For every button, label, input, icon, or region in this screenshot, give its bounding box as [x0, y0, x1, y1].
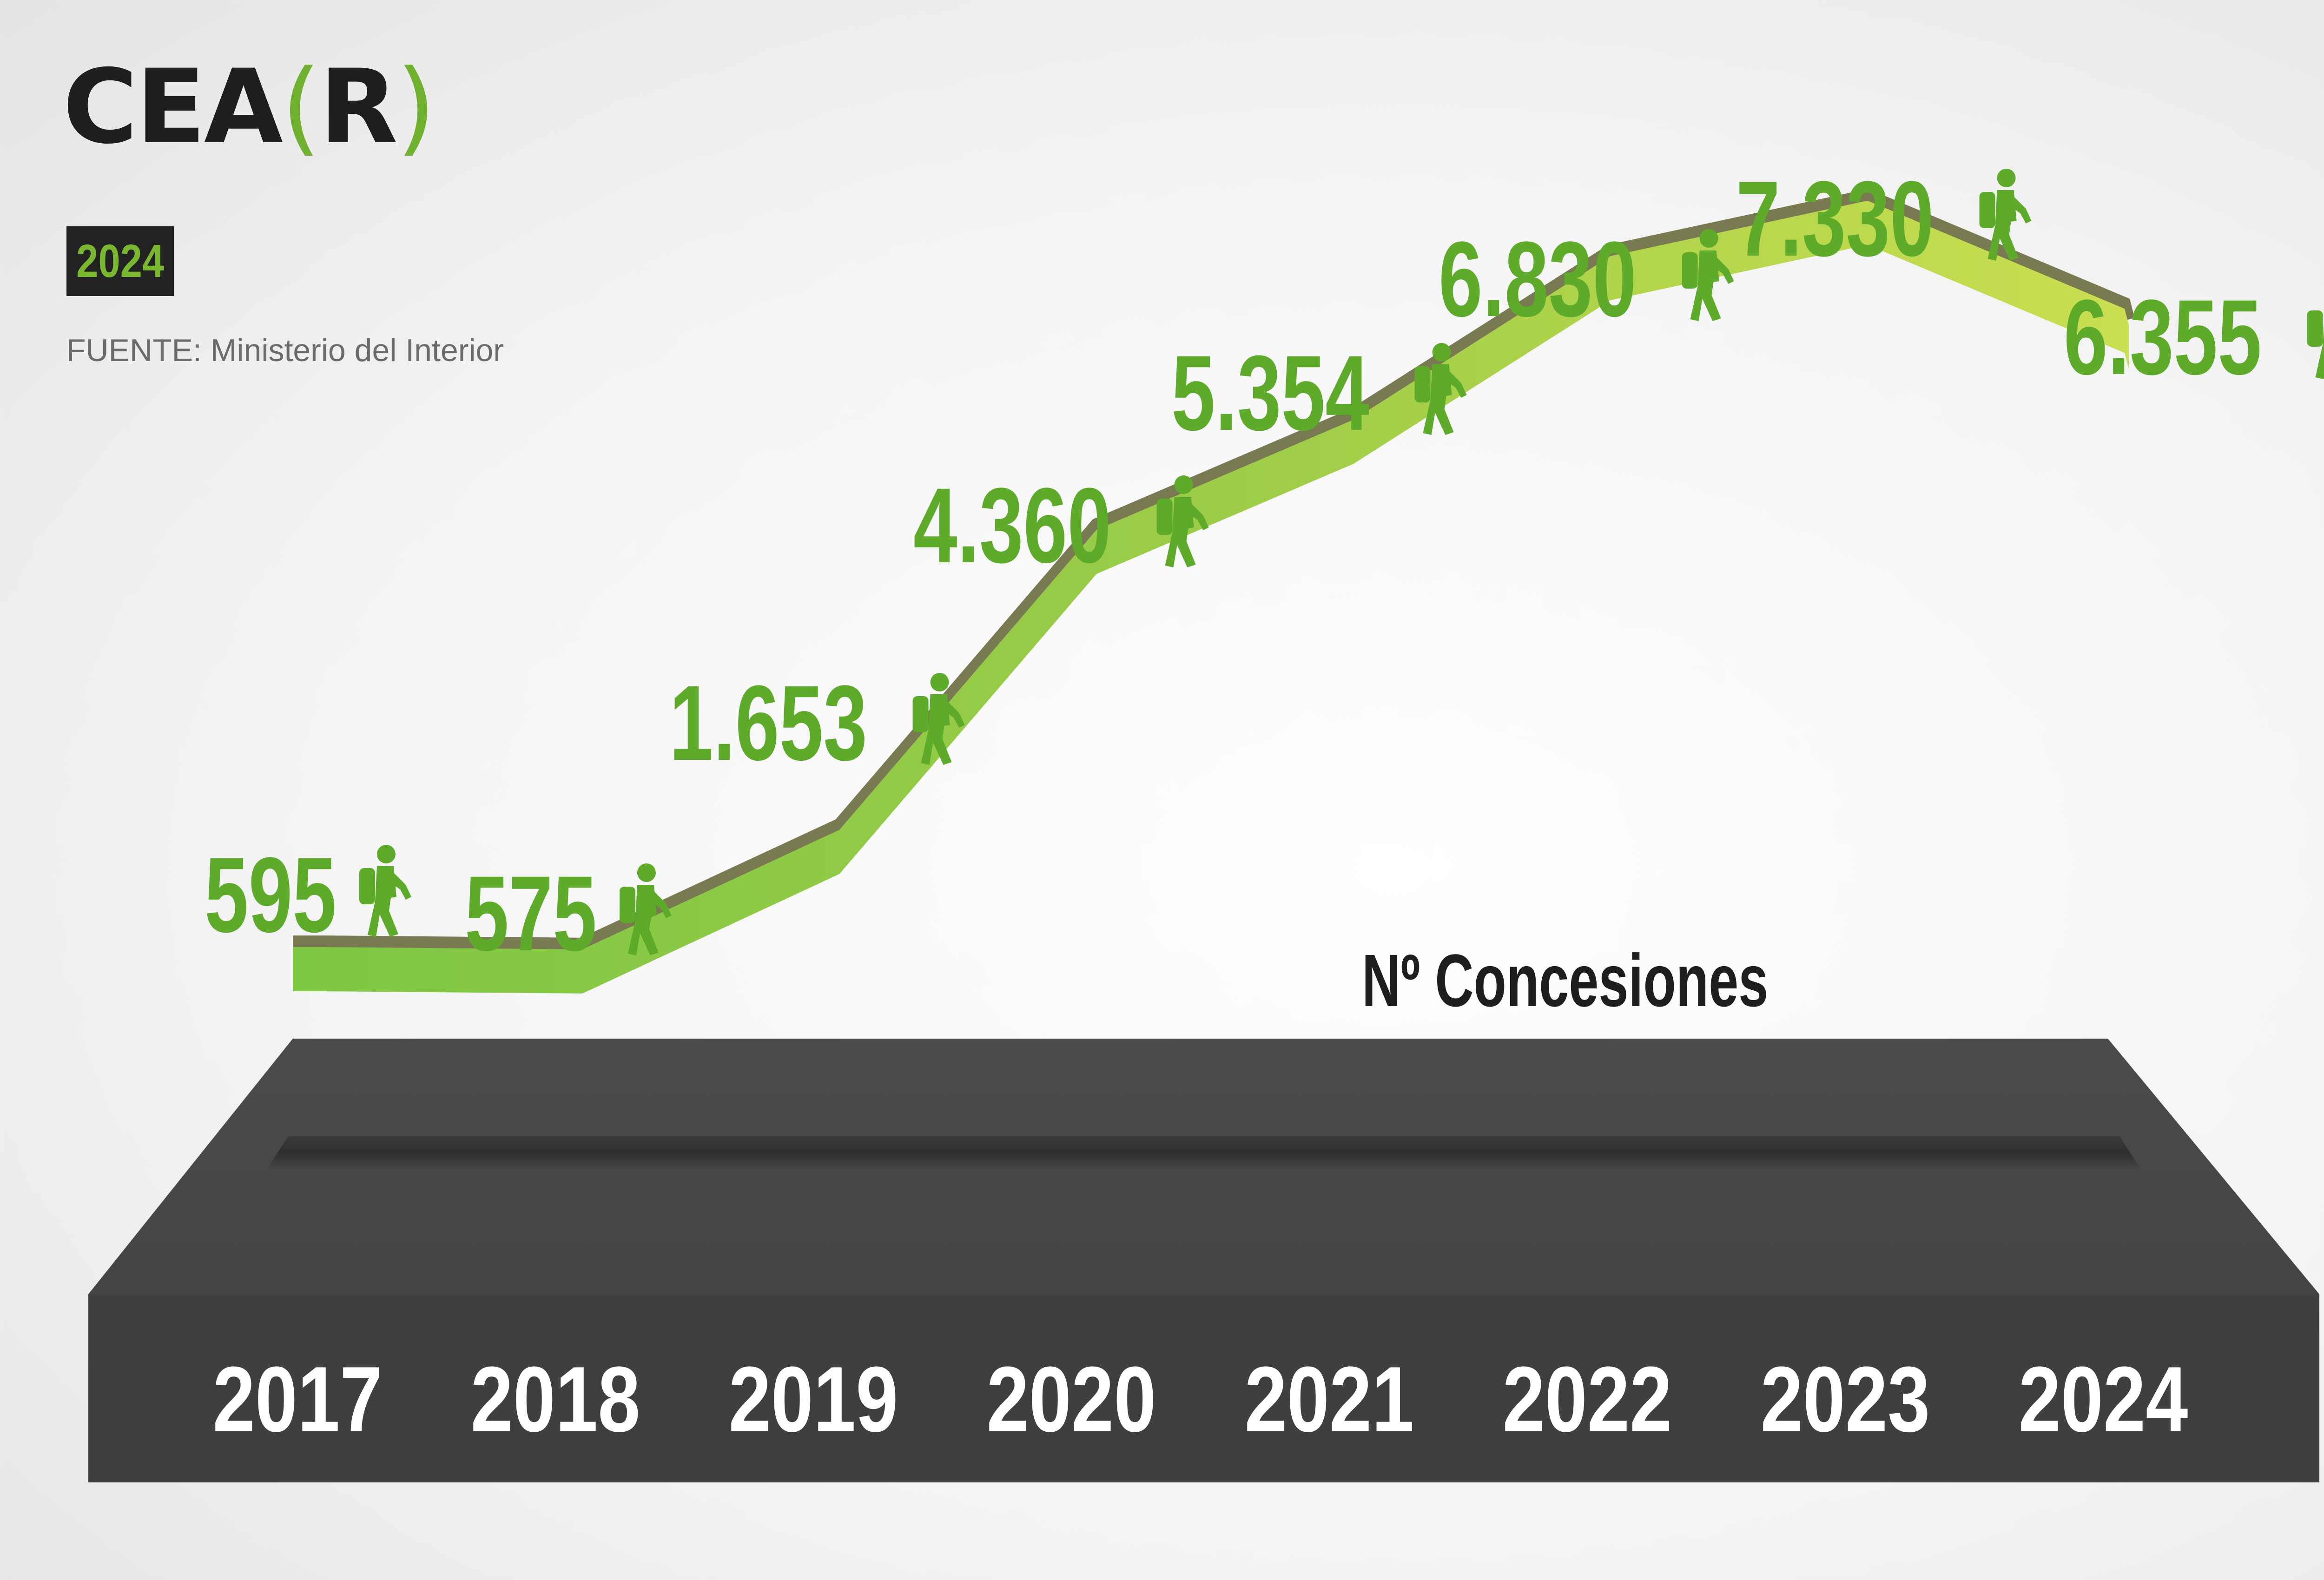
x-tick-label-2024: 2024 [2019, 1347, 2188, 1451]
logo-bracket-open: ( [281, 47, 321, 166]
chart-title: Nº Concesiones [1362, 939, 1769, 1022]
x-tick-label-2022: 2022 [1503, 1347, 1672, 1451]
x-tick-label-2017: 2017 [213, 1347, 383, 1451]
hiker-icon [1979, 169, 2032, 261]
hiker-icon [1156, 475, 1209, 567]
x-tick-label-2019: 2019 [729, 1347, 898, 1451]
data-label-2021: 5.354 [1171, 333, 1369, 453]
year-labels: 2017 2018 2019 2020 2021 2022 2023 2024 [213, 1347, 2188, 1451]
logo-bracket-close: ) [396, 47, 436, 166]
data-label-2024: 6.355 [2064, 277, 2262, 397]
data-label-2023: 7.330 [1736, 159, 1934, 278]
source-note: FUENTE: Ministerio del Interior [66, 333, 504, 368]
hiker-icon [2307, 310, 2324, 379]
data-label-2018: 575 [465, 854, 597, 973]
line-ribbon-edge [293, 189, 2135, 950]
data-label-2017: 595 [205, 835, 337, 955]
hiker-icon [359, 845, 411, 937]
hiker-icon [1414, 343, 1467, 435]
hiker-icon [619, 863, 672, 955]
data-label-2020: 4.360 [913, 466, 1111, 585]
x-tick-label-2021: 2021 [1245, 1347, 1414, 1451]
x-tick-label-2018: 2018 [471, 1347, 640, 1451]
data-label-2022: 6.830 [1439, 219, 1637, 339]
data-label-2019: 1.653 [669, 663, 867, 783]
base-slot-shadow [267, 1136, 2140, 1169]
logo-bracket-letter: R [319, 47, 398, 166]
x-tick-label-2023: 2023 [1761, 1347, 1930, 1451]
value-labels: 595 575 1.653 4.360 5.354 6.830 7.330 6.355 [205, 159, 2324, 973]
hiker-icon [912, 673, 965, 765]
hiker-icon [1682, 229, 1734, 321]
base-front-face [88, 1294, 2319, 1482]
x-tick-label-2020: 2020 [987, 1347, 1156, 1451]
logo-text: CEA [63, 47, 283, 166]
year-badge: 2024 [66, 226, 174, 296]
cear-logo: CEA(R) [63, 56, 436, 158]
